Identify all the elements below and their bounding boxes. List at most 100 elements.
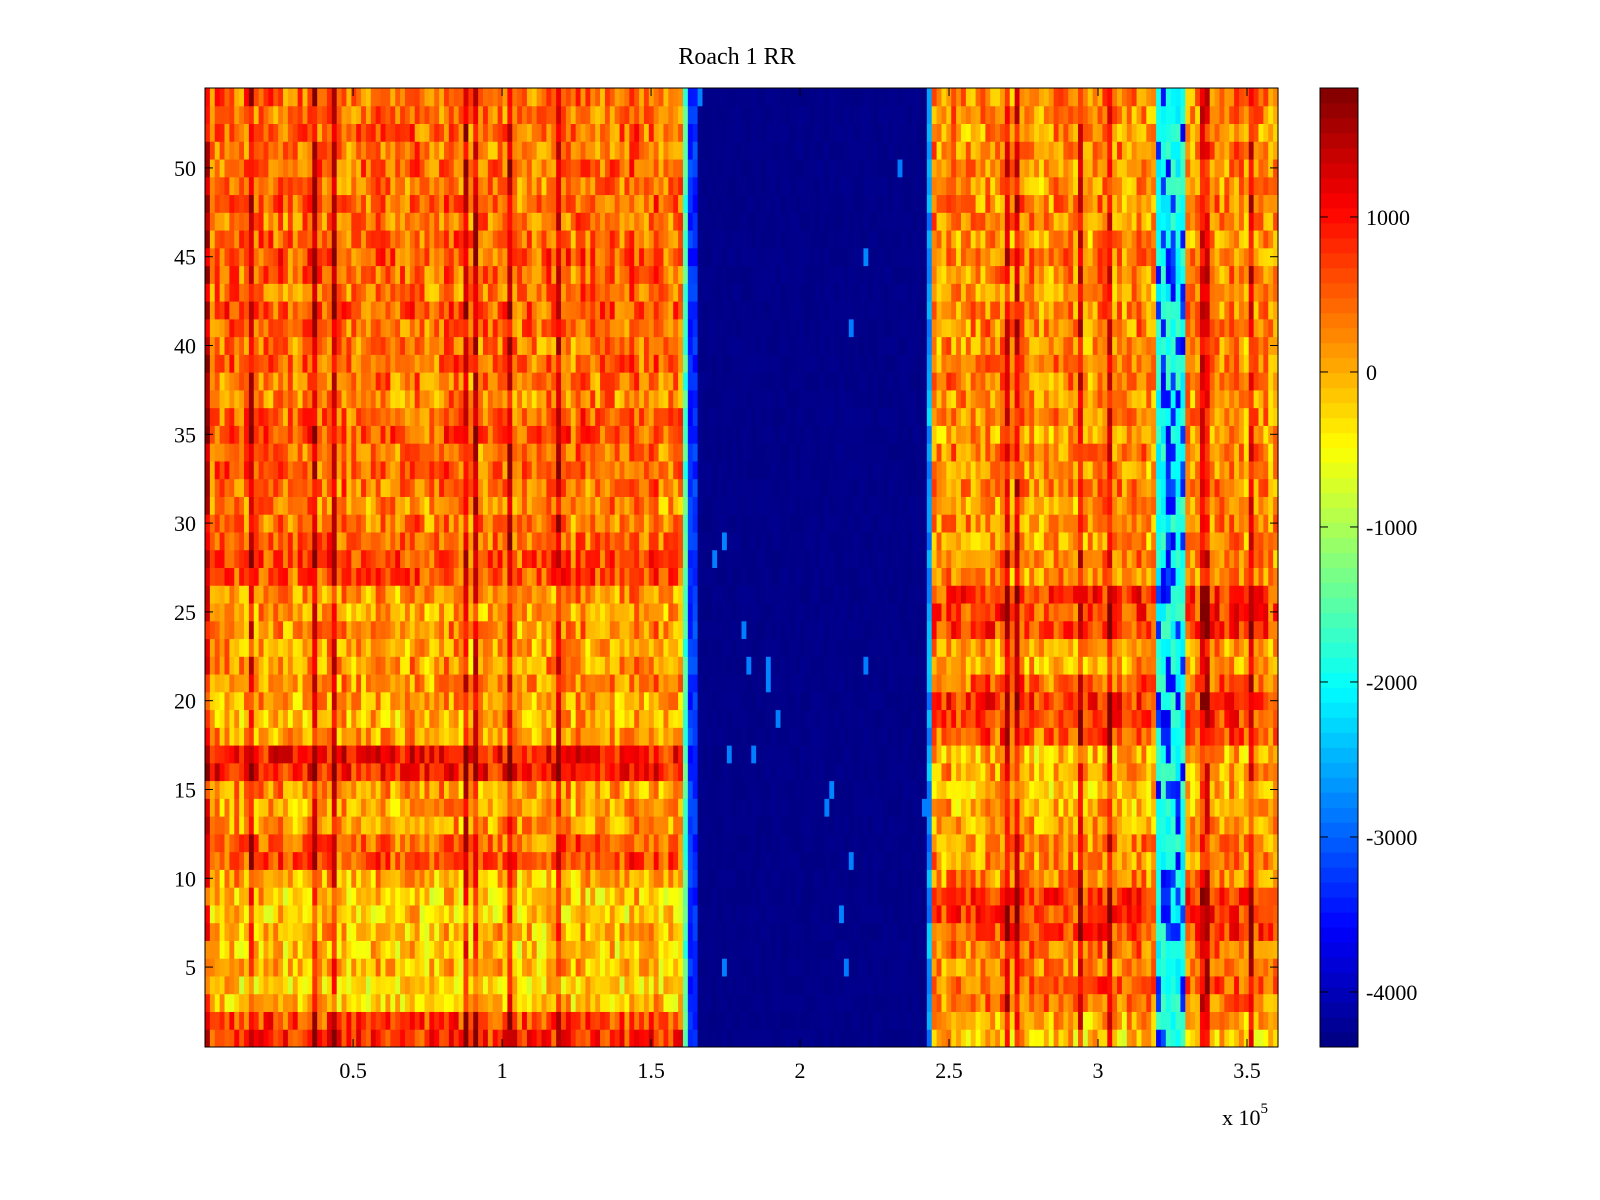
heatmap-cell xyxy=(219,194,226,213)
heatmap-cell xyxy=(380,798,387,817)
heatmap-cell xyxy=(551,567,557,586)
heatmap-cell xyxy=(224,798,230,817)
heatmap-cell xyxy=(614,904,621,924)
heatmap-cell xyxy=(629,88,635,107)
heatmap-cell xyxy=(229,674,235,693)
heatmap-cell xyxy=(595,833,601,853)
heatmap-cell xyxy=(258,922,265,941)
heatmap-cell xyxy=(478,265,484,284)
heatmap-cell xyxy=(595,389,601,409)
heatmap-cell xyxy=(580,745,587,764)
heatmap-cell xyxy=(487,496,494,515)
heatmap-cell xyxy=(507,869,513,888)
heatmap-cell xyxy=(536,123,543,142)
heatmap-cell xyxy=(214,780,221,799)
heatmap-cell xyxy=(224,940,230,959)
heatmap-cell xyxy=(326,318,333,338)
heatmap-cell xyxy=(648,674,655,693)
heatmap-cell xyxy=(502,691,508,711)
heatmap-cell xyxy=(326,230,333,249)
heatmap-cell xyxy=(600,265,606,284)
heatmap-cell xyxy=(429,141,435,160)
heatmap-cell xyxy=(443,674,450,693)
heatmap-cell xyxy=(487,1011,494,1030)
heatmap-cell xyxy=(322,247,328,267)
heatmap-cell xyxy=(497,88,504,107)
heatmap-cell xyxy=(604,709,611,728)
heatmap-cell xyxy=(287,301,294,320)
heatmap-cell xyxy=(653,567,660,586)
heatmap-cell xyxy=(244,372,250,391)
heatmap-cell xyxy=(385,1029,391,1048)
heatmap-cell xyxy=(614,993,621,1012)
heatmap-cell xyxy=(434,958,440,977)
heatmap-cell xyxy=(507,603,513,622)
heatmap-cell xyxy=(258,940,265,959)
heatmap-cell xyxy=(234,851,240,870)
heatmap-cell xyxy=(497,478,504,497)
heatmap-cell xyxy=(497,549,504,568)
heatmap-cell xyxy=(370,780,377,799)
heatmap-cell xyxy=(322,123,328,142)
heatmap-cell xyxy=(273,265,279,284)
heatmap-cell xyxy=(263,496,270,515)
heatmap-cell xyxy=(356,656,362,675)
heatmap-cell xyxy=(468,318,474,338)
heatmap-cell xyxy=(443,372,450,391)
heatmap-cell xyxy=(258,514,265,533)
heatmap-cell xyxy=(624,887,630,906)
heatmap-cell xyxy=(365,709,372,728)
heatmap-cell xyxy=(619,638,626,657)
heatmap-cell xyxy=(307,549,313,568)
heatmap-cell xyxy=(224,780,230,799)
heatmap-cell xyxy=(385,159,391,178)
heatmap-cell xyxy=(253,460,260,480)
heatmap-cell xyxy=(585,212,591,231)
heatmap-cell xyxy=(434,638,440,657)
heatmap-cell xyxy=(322,389,328,409)
heatmap-cell xyxy=(404,904,411,924)
heatmap-cell xyxy=(322,958,328,977)
heatmap-cell xyxy=(336,975,343,995)
heatmap-cell xyxy=(575,478,582,497)
heatmap-cell xyxy=(205,851,211,870)
heatmap-cell xyxy=(487,105,494,125)
heatmap-cell xyxy=(351,194,357,213)
heatmap-cell xyxy=(483,141,489,160)
heatmap-cell xyxy=(497,265,504,284)
heatmap-cell xyxy=(297,407,304,426)
heatmap-cell xyxy=(439,869,445,888)
heatmap-cell xyxy=(634,691,640,711)
heatmap-cell xyxy=(248,549,255,568)
heatmap-cell xyxy=(634,460,640,480)
heatmap-cell xyxy=(590,656,596,675)
heatmap-cell xyxy=(239,389,245,409)
heatmap-cell xyxy=(522,407,528,426)
heatmap-cell xyxy=(439,531,445,551)
heatmap-cell xyxy=(526,283,533,302)
heatmap-cell xyxy=(263,727,270,746)
heatmap-cell xyxy=(424,230,430,249)
heatmap-cell xyxy=(468,851,474,870)
heatmap-cell xyxy=(297,851,304,870)
heatmap-cell xyxy=(287,407,294,426)
heatmap-cell xyxy=(604,638,611,657)
heatmap-cell xyxy=(643,265,650,284)
heatmap-cell xyxy=(541,460,548,480)
heatmap-cell xyxy=(600,798,606,817)
heatmap-cell xyxy=(263,425,270,444)
heatmap-cell xyxy=(331,993,338,1012)
heatmap-cell xyxy=(643,816,650,835)
heatmap-cell xyxy=(229,922,235,941)
heatmap-cell xyxy=(619,230,626,249)
heatmap-cell xyxy=(351,567,357,586)
heatmap-cell xyxy=(502,478,508,497)
heatmap-cell xyxy=(297,940,304,959)
heatmap-cell xyxy=(492,851,499,870)
heatmap-cell xyxy=(244,176,250,196)
heatmap-cell xyxy=(629,247,635,267)
heatmap-cell xyxy=(268,762,274,782)
heatmap-cell xyxy=(336,798,343,817)
heatmap-cell xyxy=(439,638,445,657)
heatmap-cell xyxy=(634,389,640,409)
